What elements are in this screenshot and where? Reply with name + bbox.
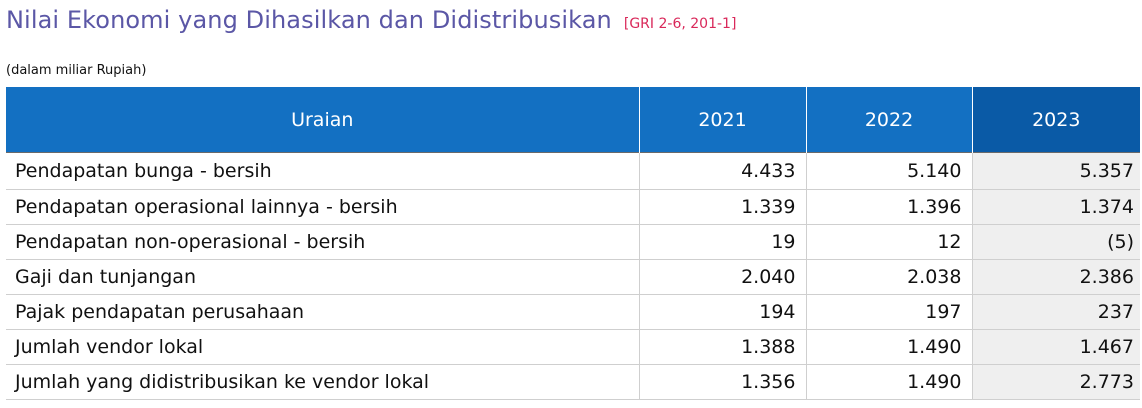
cell-2023: 237: [972, 294, 1140, 330]
unit-note: (dalam miliar Rupiah): [6, 63, 147, 78]
gri-reference: [GRI 2-6, 201-1]: [623, 16, 737, 32]
cell-2022: 5.140: [806, 152, 973, 190]
cell-2023: (5): [972, 224, 1140, 260]
cell-2022: 1.490: [806, 329, 973, 365]
cell-2021: 194: [639, 294, 807, 330]
cell-2023: 2.773: [972, 364, 1140, 400]
cell-2021: 2.040: [639, 259, 807, 295]
page-title: Nilai Ekonomi yang Dihasilkan dan Didist…: [6, 6, 612, 34]
cell-2022: 2.038: [806, 259, 973, 295]
row-label: Pajak pendapatan perusahaan: [6, 294, 640, 330]
column-header-2021: 2021: [639, 87, 807, 153]
cell-2021: 1.339: [639, 189, 807, 225]
title-row: Nilai Ekonomi yang Dihasilkan dan Didist…: [6, 6, 736, 42]
table-row: Jumlah yang didistribusikan ke vendor lo…: [6, 364, 1140, 400]
table-row: Pendapatan operasional lainnya - bersih …: [6, 189, 1140, 225]
cell-2022: 12: [806, 224, 973, 260]
cell-2021: 19: [639, 224, 807, 260]
cell-2022: 1.396: [806, 189, 973, 225]
cell-2023: 1.374: [972, 189, 1140, 225]
row-label: Gaji dan tunjangan: [6, 259, 640, 295]
table-row: Gaji dan tunjangan 2.040 2.038 2.386: [6, 259, 1140, 295]
economic-value-table: Uraian 2021 2022 2023 Pendapatan bunga -…: [6, 87, 1140, 400]
cell-2023: 5.357: [972, 152, 1140, 190]
cell-2021: 4.433: [639, 152, 807, 190]
cell-2023: 1.467: [972, 329, 1140, 365]
table-row: Pajak pendapatan perusahaan 194 197 237: [6, 294, 1140, 330]
row-label: Jumlah vendor lokal: [6, 329, 640, 365]
table-header-row: Uraian 2021 2022 2023: [6, 87, 1140, 153]
row-label: Pendapatan operasional lainnya - bersih: [6, 189, 640, 225]
column-header-uraian: Uraian: [6, 87, 640, 153]
table-row: Pendapatan bunga - bersih 4.433 5.140 5.…: [6, 152, 1140, 190]
table-row: Jumlah vendor lokal 1.388 1.490 1.467: [6, 329, 1140, 365]
cell-2021: 1.356: [639, 364, 807, 400]
column-header-2022: 2022: [806, 87, 973, 153]
table-row: Pendapatan non-operasional - bersih 19 1…: [6, 224, 1140, 260]
cell-2022: 1.490: [806, 364, 973, 400]
row-label: Pendapatan non-operasional - bersih: [6, 224, 640, 260]
column-header-2023: 2023: [972, 87, 1140, 153]
row-label: Pendapatan bunga - bersih: [6, 152, 640, 190]
row-label: Jumlah yang didistribusikan ke vendor lo…: [6, 364, 640, 400]
cell-2021: 1.388: [639, 329, 807, 365]
cell-2022: 197: [806, 294, 973, 330]
cell-2023: 2.386: [972, 259, 1140, 295]
